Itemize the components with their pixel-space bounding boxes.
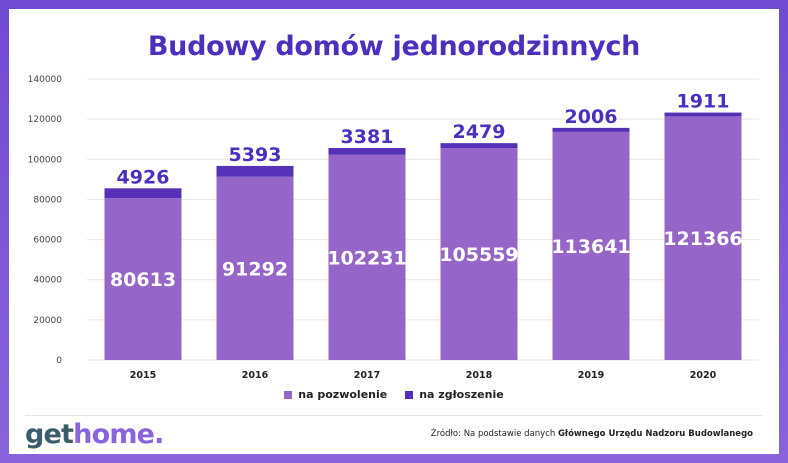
x-tick-label: 2019	[578, 370, 604, 381]
bar-na-pozwolenie	[104, 198, 182, 360]
logo-part-get: get	[25, 419, 74, 450]
chart-title: Budowy domów jednorodzinnych	[147, 31, 641, 62]
y-tick-label: 20000	[33, 316, 62, 326]
bar-na-zgloszenie	[104, 188, 182, 199]
data-label-na-zgloszenie: 2479	[453, 121, 506, 143]
y-tick-label: 140000	[28, 75, 63, 85]
data-label-na-pozwolenie: 113641	[551, 236, 630, 258]
data-label-na-pozwolenie: 91292	[222, 258, 288, 280]
x-tick-label: 2018	[466, 370, 493, 381]
legend-swatch-na-pozwolenie	[284, 390, 293, 399]
bar-na-pozwolenie	[440, 148, 518, 360]
bar-na-zgloszenie	[328, 148, 406, 155]
y-tick-label: 0	[56, 356, 62, 366]
bar-na-zgloszenie	[440, 143, 518, 149]
legend-label-na-pozwolenie: na pozwolenie	[298, 388, 388, 401]
footer-divider	[25, 415, 763, 416]
source-institution: Głównego Urzędu Nadzoru Budowlanego	[557, 429, 753, 439]
data-label-na-pozwolenie: 80613	[110, 269, 176, 291]
legend-label-na-zgloszenie: na zgłoszenie	[419, 388, 504, 401]
x-tick-label: 2020	[690, 370, 717, 381]
x-tick-label: 2017	[354, 370, 380, 381]
source-prefix: Źródło: Na podstawie danych	[430, 429, 558, 439]
data-label-na-zgloszenie: 4926	[117, 166, 170, 188]
bar-na-zgloszenie	[552, 127, 630, 132]
data-label-na-pozwolenie: 121366	[663, 228, 742, 250]
logo-part-home: home.	[73, 419, 164, 450]
gethome-logo: gethome.	[25, 419, 164, 450]
data-label-na-zgloszenie: 1911	[677, 91, 730, 113]
legend-item-na-zgloszenie: na zgłoszenie	[405, 388, 504, 401]
y-tick-label: 80000	[33, 195, 62, 205]
bar-na-pozwolenie	[328, 154, 406, 360]
data-label-na-pozwolenie: 105559	[439, 244, 518, 266]
chart-card: Budowy domów jednorodzinnych 0 20000 40000…	[9, 9, 779, 454]
chart-legend: na pozwolenie na zgłoszenie	[9, 388, 779, 401]
y-tick-label: 60000	[33, 236, 62, 246]
bar-na-zgloszenie	[664, 112, 742, 117]
data-label-na-zgloszenie: 5393	[229, 144, 282, 166]
bar-na-pozwolenie	[552, 131, 630, 360]
bar-na-pozwolenie	[216, 176, 294, 360]
y-tick-label: 120000	[28, 115, 63, 125]
legend-item-na-pozwolenie: na pozwolenie	[284, 388, 387, 401]
y-tick-label: 100000	[28, 155, 63, 165]
bar-na-pozwolenie	[664, 116, 742, 361]
x-tick-label: 2016	[242, 370, 269, 381]
bar-na-zgloszenie	[216, 165, 294, 177]
y-tick-label: 40000	[33, 276, 62, 286]
source-note: Źródło: Na podstawie danych Głównego Urz…	[431, 429, 753, 439]
data-label-na-zgloszenie: 2006	[565, 106, 618, 128]
data-label-na-zgloszenie: 3381	[341, 126, 394, 148]
legend-swatch-na-zgloszenie	[405, 390, 414, 399]
x-tick-label: 2015	[130, 370, 156, 381]
stacked-bar-chart: 0 20000 40000 60000 80000 100000 120000 140000 8…	[28, 75, 759, 381]
data-label-na-pozwolenie: 102231	[327, 247, 406, 269]
